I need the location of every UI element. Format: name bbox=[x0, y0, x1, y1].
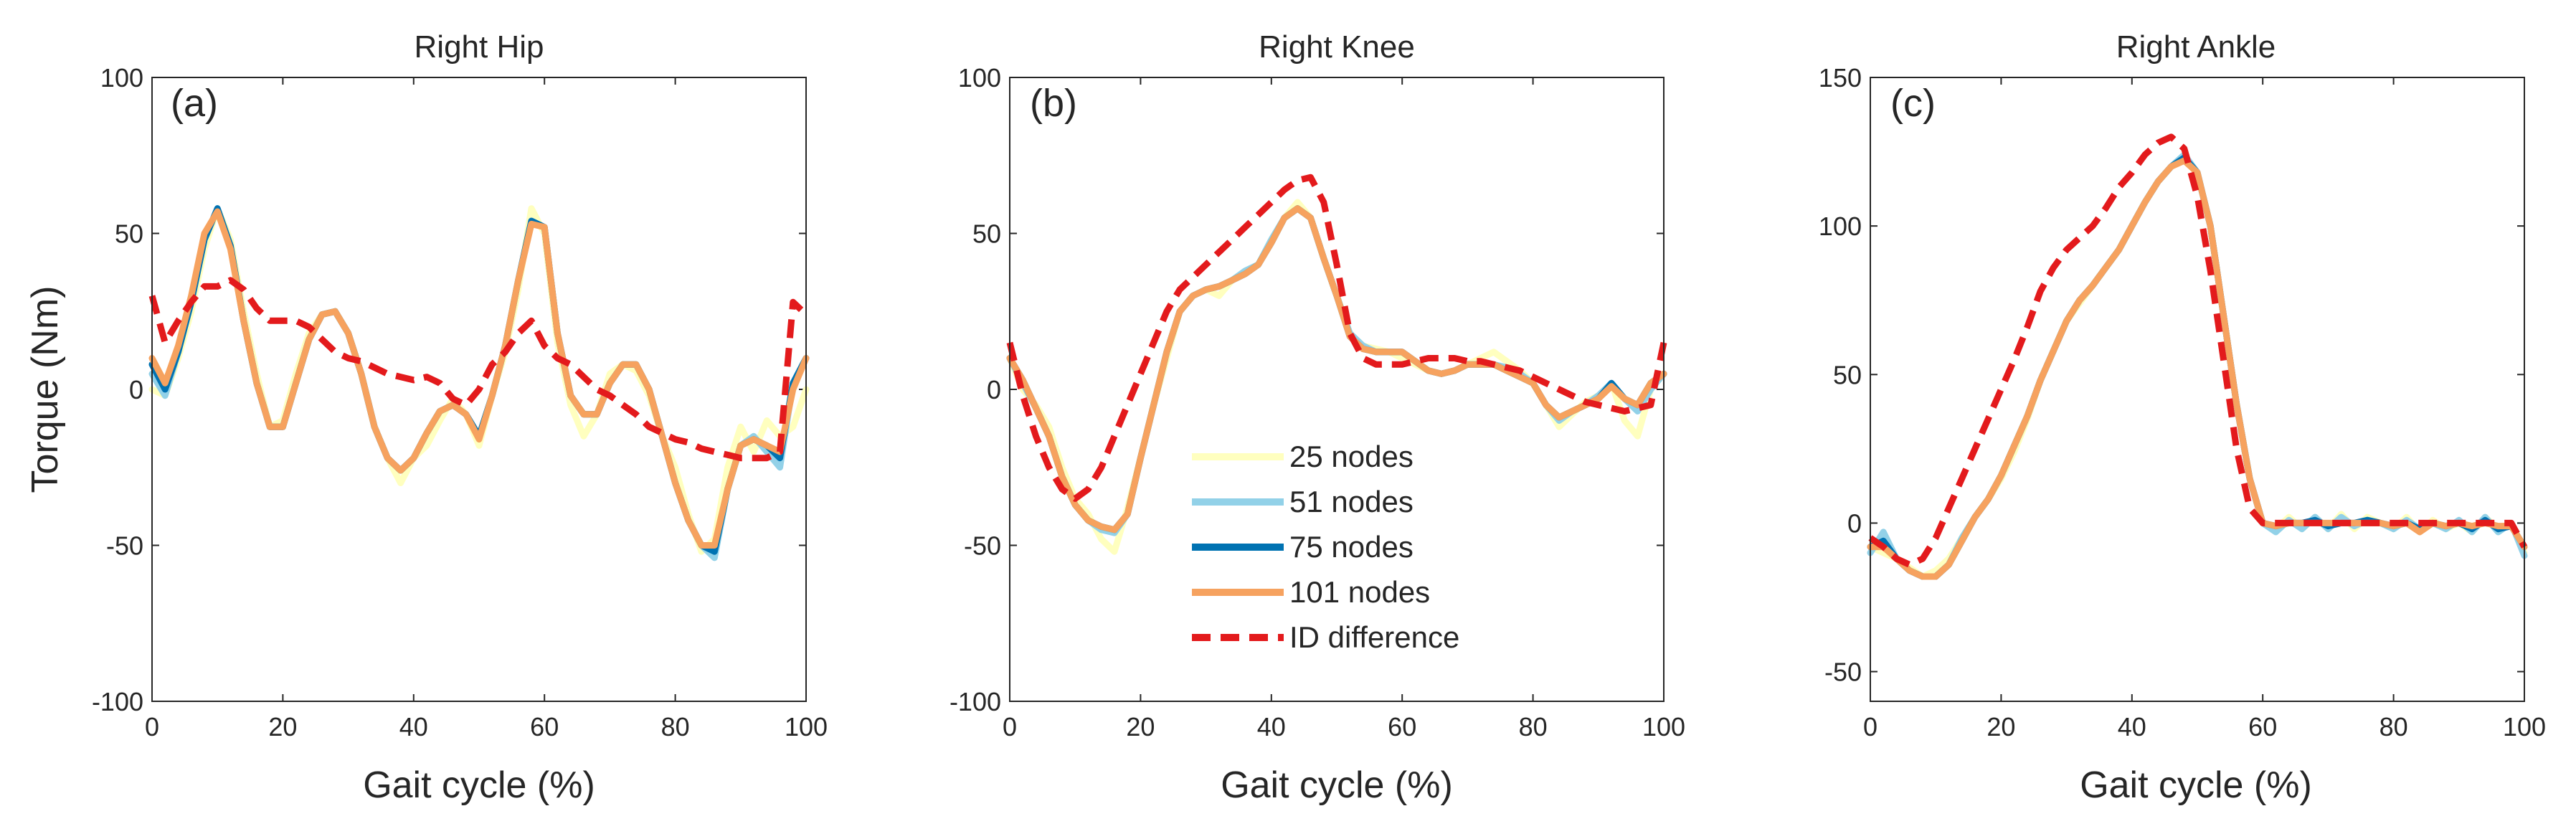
panel-right-knee: Right Knee (b) Gait cycle (%) 0 20 40 60 80 1… bbox=[950, 29, 1685, 806]
y-tick-label: 100 bbox=[100, 63, 143, 93]
legend: 25 nodes 51 nodes 75 nodes 101 nodes ID … bbox=[1183, 430, 1493, 663]
chart-title: Right Ankle bbox=[2116, 29, 2276, 65]
panel-right-ankle: Right Ankle (c) Gait cycle (%) 0 20 40 60 80… bbox=[1819, 29, 2546, 806]
legend-label-id-difference: ID difference bbox=[1289, 620, 1459, 654]
panel-right-hip: Right Hip (a) Gait cycle (%) Torque (Nm)… bbox=[24, 29, 828, 806]
legend-label-101-nodes: 101 nodes bbox=[1289, 575, 1430, 609]
x-tick-label: 80 bbox=[661, 712, 690, 741]
x-tick-label: 0 bbox=[1003, 712, 1017, 741]
y-tick-label: 100 bbox=[1819, 212, 1862, 241]
series-line-101-nodes bbox=[148, 208, 810, 549]
y-tick-label: 50 bbox=[972, 219, 1001, 249]
axes-box bbox=[1870, 77, 2525, 702]
panel-label: (a) bbox=[171, 82, 218, 125]
series-line-id-difference bbox=[148, 277, 809, 462]
legend-label-75-nodes: 75 nodes bbox=[1289, 530, 1414, 564]
x-axis-label: Gait cycle (%) bbox=[2080, 764, 2312, 806]
y-tick-label: -50 bbox=[964, 531, 1001, 561]
x-tick-label: 0 bbox=[1863, 712, 1877, 741]
series-line-101-nodes bbox=[1006, 205, 1667, 534]
x-tick-label: 100 bbox=[2503, 712, 2546, 741]
series-line-101-nodes bbox=[1867, 157, 2528, 580]
x-tick-label: 40 bbox=[1257, 712, 1286, 741]
x-tick-label: 80 bbox=[1519, 712, 1548, 741]
x-tick-label: 100 bbox=[785, 712, 828, 741]
y-tick-label: 0 bbox=[987, 375, 1001, 404]
series-line-75-nodes bbox=[148, 205, 810, 555]
axes-box bbox=[151, 77, 807, 702]
series-line-25-nodes bbox=[1867, 157, 2528, 580]
x-tick-label: 20 bbox=[1987, 712, 2015, 741]
x-tick-label: 60 bbox=[530, 712, 559, 741]
y-tick-label: 0 bbox=[129, 375, 143, 404]
axis-ticks: 0 20 40 60 80 100 -100 -50 0 50 100 bbox=[950, 63, 1685, 741]
x-tick-label: 80 bbox=[2380, 712, 2408, 741]
x-tick-label: 40 bbox=[2118, 712, 2146, 741]
chart-title: Right Hip bbox=[415, 29, 544, 65]
legend-label-51-nodes: 51 nodes bbox=[1289, 485, 1414, 518]
series-line-75-nodes bbox=[1867, 154, 2528, 580]
panel-label: (b) bbox=[1030, 82, 1077, 125]
x-tick-label: 100 bbox=[1642, 712, 1685, 741]
y-axis-label: Torque (Nm) bbox=[24, 286, 66, 493]
series-line-51-nodes bbox=[1867, 151, 2528, 580]
series-line-25-nodes bbox=[148, 205, 810, 555]
x-tick-label: 20 bbox=[1126, 712, 1155, 741]
axis-ticks: 0 20 40 60 80 100 -100 -50 0 50 100 bbox=[92, 63, 828, 741]
plot-lines bbox=[1867, 133, 2528, 580]
x-tick-label: 40 bbox=[399, 712, 428, 741]
y-tick-label: -100 bbox=[950, 687, 1001, 716]
x-tick-label: 60 bbox=[2248, 712, 2277, 741]
y-tick-label: 50 bbox=[1833, 360, 1862, 389]
plot-lines bbox=[1006, 174, 1667, 555]
chart-title: Right Knee bbox=[1259, 29, 1415, 65]
y-tick-label: 100 bbox=[958, 63, 1001, 93]
y-tick-label: 0 bbox=[1847, 508, 1862, 538]
x-tick-label: 0 bbox=[145, 712, 159, 741]
series-line-51-nodes bbox=[148, 205, 810, 561]
series-line-id-difference bbox=[1868, 133, 2527, 568]
x-tick-label: 20 bbox=[268, 712, 297, 741]
y-tick-label: 150 bbox=[1819, 63, 1862, 93]
y-tick-label: -50 bbox=[1824, 658, 1862, 687]
y-tick-label: -50 bbox=[106, 531, 143, 561]
y-tick-label: 50 bbox=[115, 219, 143, 249]
plot-lines bbox=[148, 205, 810, 561]
panel-label: (c) bbox=[1890, 82, 1936, 125]
x-axis-label: Gait cycle (%) bbox=[1221, 764, 1453, 806]
x-tick-label: 60 bbox=[1388, 712, 1416, 741]
x-axis-label: Gait cycle (%) bbox=[363, 764, 595, 806]
axes-box bbox=[1009, 77, 1665, 702]
legend-label-25-nodes: 25 nodes bbox=[1289, 440, 1414, 473]
y-tick-label: -100 bbox=[92, 687, 143, 716]
series-line-id-difference bbox=[1006, 174, 1667, 502]
